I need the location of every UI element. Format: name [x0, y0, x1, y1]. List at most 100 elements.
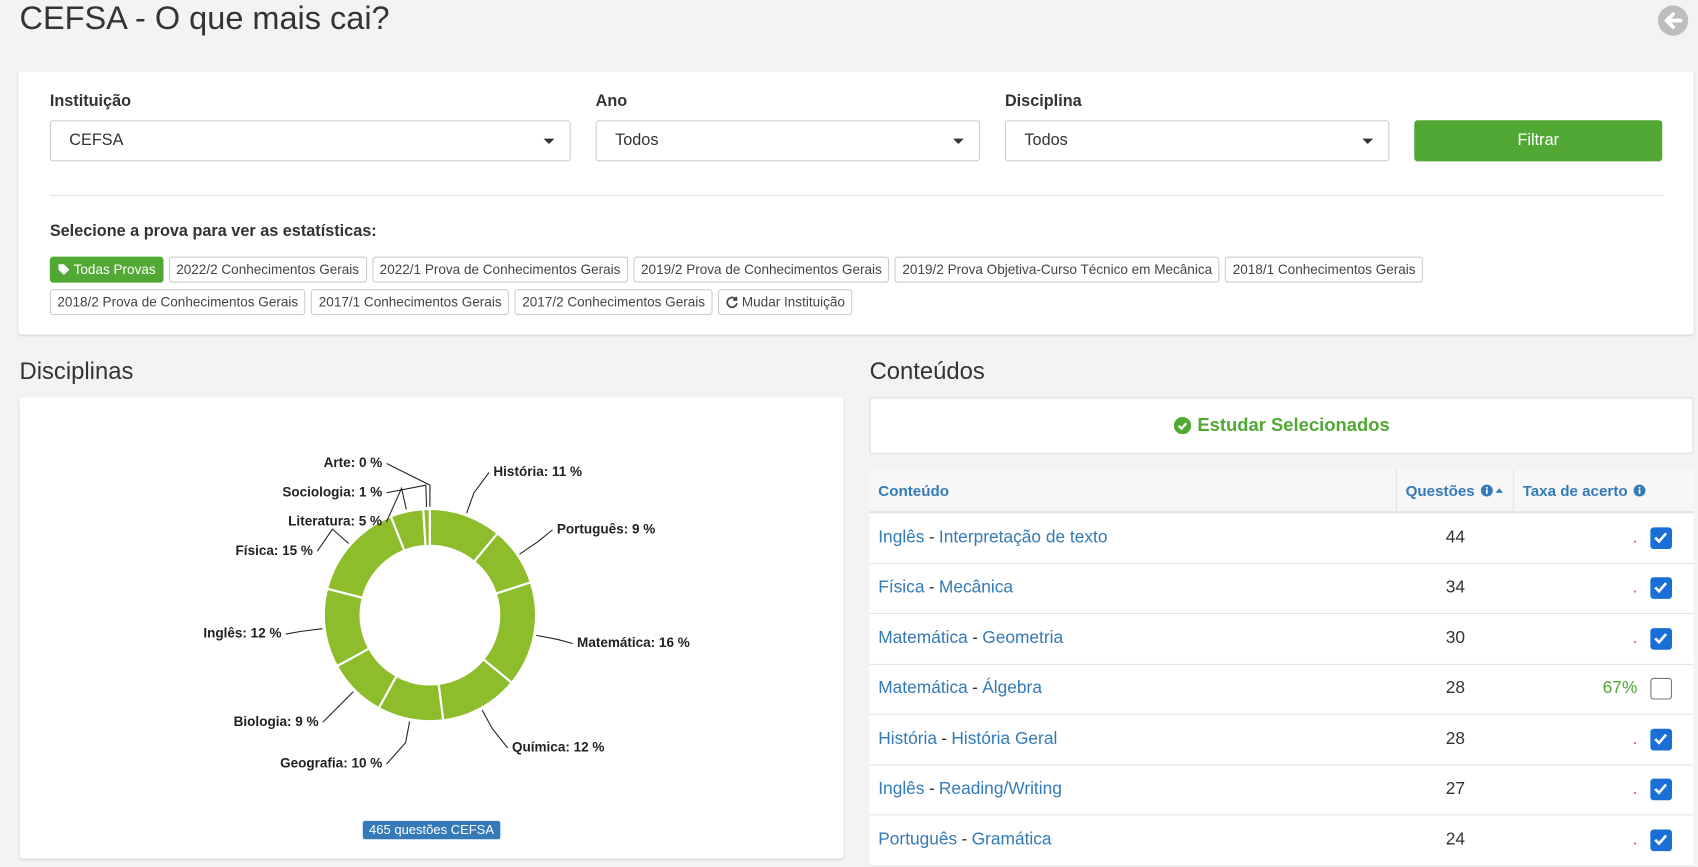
- slice-label: Geografia: 10 %: [280, 756, 382, 771]
- question-count: 28: [1445, 729, 1466, 749]
- tag-label: Todas Provas: [73, 262, 156, 278]
- icon-path: [58, 264, 70, 276]
- select-value: Todos: [1024, 131, 1068, 150]
- check-path: [1654, 783, 1668, 795]
- exam-tag[interactable]: 2017/2 Conhecimentos Gerais: [514, 289, 713, 316]
- tag-label: 2017/2 Conhecimentos Gerais: [522, 294, 706, 310]
- donut-slice: [325, 515, 406, 600]
- exam-tag[interactable]: 2018/2 Prova de Conhecimentos Gerais: [49, 289, 306, 316]
- column-label: Taxa de acerto: [1522, 481, 1628, 500]
- slice-label: Português: 9 %: [557, 521, 655, 536]
- check-mark: [1654, 632, 1668, 644]
- rate: .: [1632, 528, 1638, 547]
- leader-line: [285, 628, 323, 635]
- subject-link[interactable]: Matemática: [878, 628, 968, 648]
- question-count: 27: [1445, 779, 1466, 799]
- separator: -: [961, 830, 968, 849]
- content-cell: Física - Mecânica: [870, 579, 1397, 598]
- table-row: História - História Geral 28.: [869, 715, 1694, 766]
- tag-label: 2019/2 Prova de Conhecimentos Gerais: [641, 262, 882, 278]
- topic-link[interactable]: História Geral: [951, 729, 1058, 749]
- topic-link[interactable]: Reading/Writing: [938, 779, 1062, 799]
- exam-tag[interactable]: 2019/2 Prova Objetiva-Curso Técnico em M…: [894, 256, 1220, 283]
- column-header[interactable]: Taxa de acerto: [1514, 470, 1694, 511]
- check-path: [1654, 582, 1668, 594]
- page-title: CEFSA - O que mais cai?: [19, 1, 390, 37]
- topic-link[interactable]: Interpretação de texto: [938, 528, 1108, 547]
- select[interactable]: Todos: [595, 120, 981, 162]
- topic-link[interactable]: Geometria: [982, 628, 1064, 648]
- tag-label: 2018/2 Prova de Conhecimentos Gerais: [57, 294, 299, 310]
- section-heading: Conteúdos: [869, 357, 985, 385]
- tag-label: Mudar Instituição: [741, 294, 845, 310]
- checkbox[interactable]: [1650, 728, 1673, 751]
- table-row: Física - Mecânica 34.: [869, 564, 1694, 615]
- checkbox[interactable]: [1650, 778, 1673, 801]
- select[interactable]: CEFSA: [49, 120, 571, 162]
- subject-link[interactable]: Matemática: [878, 679, 968, 698]
- slice-label: Inglês: 12 %: [203, 626, 281, 641]
- subject-link[interactable]: História: [878, 729, 937, 749]
- rate: .: [1632, 830, 1638, 849]
- checkbox[interactable]: [1650, 577, 1673, 600]
- exam-tag[interactable]: 2018/1 Conhecimentos Gerais: [1225, 256, 1424, 283]
- leader-line: [322, 691, 354, 723]
- subject-link[interactable]: Inglês: [878, 779, 925, 799]
- field-label: Disciplina: [1004, 92, 1082, 111]
- exam-tag[interactable]: 2019/2 Prova de Conhecimentos Gerais: [633, 256, 890, 283]
- topic-link[interactable]: Gramática: [971, 830, 1052, 849]
- check-path: [1654, 834, 1668, 846]
- topic-link[interactable]: Álgebra: [982, 679, 1042, 698]
- subject-link[interactable]: Português: [878, 830, 958, 849]
- exam-tag[interactable]: 2017/1 Conhecimentos Gerais: [311, 289, 510, 316]
- subject-link[interactable]: Inglês: [878, 528, 925, 547]
- back-button[interactable]: [1657, 4, 1689, 36]
- check-icon: [1173, 416, 1191, 435]
- check-path: [1654, 532, 1668, 544]
- leader-line: [536, 634, 573, 645]
- leader-line: [386, 463, 431, 507]
- column-header[interactable]: Questões: [1397, 469, 1514, 512]
- select-value: CEFSA: [69, 131, 124, 150]
- count-badge: 465 questões CEFSA: [362, 820, 501, 840]
- content-cell: Português - Gramática: [870, 830, 1397, 849]
- exam-tag[interactable]: Todas Provas: [49, 256, 164, 283]
- checkbox[interactable]: [1650, 678, 1673, 700]
- leader-line: [386, 721, 411, 765]
- study-button[interactable]: Estudar Selecionados: [869, 397, 1694, 454]
- subject-link[interactable]: Física: [878, 578, 925, 597]
- separator: -: [928, 578, 935, 597]
- leader-line: [481, 709, 509, 749]
- table-row: Matemática - Geometria 30.: [869, 614, 1694, 665]
- slice-label: Química: 12 %: [512, 740, 604, 755]
- checkbox[interactable]: [1650, 627, 1673, 650]
- slice-label: Arte: 0 %: [324, 455, 383, 470]
- table-row: Inglês - Reading/Writing 27.: [869, 765, 1694, 816]
- filter-button[interactable]: Filtrar: [1414, 120, 1663, 162]
- column-header[interactable]: Conteúdo: [870, 469, 1397, 512]
- exam-prompt: Selecione a prova para ver as estatístic…: [49, 221, 377, 241]
- leader-line: [519, 529, 553, 555]
- checkbox[interactable]: [1650, 527, 1673, 549]
- chart-panel: [19, 397, 844, 859]
- slice-label: Biologia: 9 %: [234, 714, 319, 729]
- separator: -: [928, 779, 935, 799]
- badge-row: 465 questões CEFSA: [19, 820, 843, 840]
- rate: .: [1632, 729, 1638, 749]
- checkbox[interactable]: [1650, 829, 1673, 851]
- rate-cell: 67%: [1514, 679, 1650, 698]
- question-count: 44: [1445, 528, 1466, 547]
- topic-link[interactable]: Mecânica: [938, 578, 1014, 597]
- select[interactable]: Todos: [1004, 120, 1390, 162]
- change-institution[interactable]: Mudar Instituição: [718, 289, 853, 316]
- tag-label: 2017/1 Conhecimentos Gerais: [318, 294, 502, 310]
- divider: [49, 194, 1664, 197]
- content-cell: Inglês - Reading/Writing: [870, 780, 1397, 799]
- exam-tag[interactable]: 2022/1 Prova de Conhecimentos Gerais: [372, 256, 629, 283]
- exam-tag[interactable]: 2022/2 Conhecimentos Gerais: [168, 256, 367, 283]
- table-row: Matemática - Álgebra 28 67%: [869, 664, 1694, 715]
- study-label: Estudar Selecionados: [1197, 414, 1390, 436]
- slice-label: Física: 15 %: [236, 543, 313, 558]
- table-row: Português - Gramática 24.: [869, 815, 1694, 866]
